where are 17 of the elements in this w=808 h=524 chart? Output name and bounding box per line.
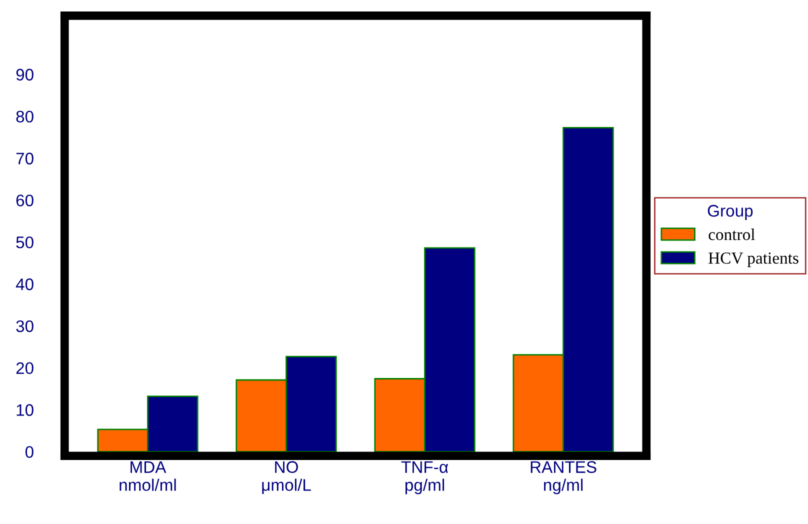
x-tick-label: MDA nmol/ml xyxy=(120,461,176,491)
legend-label: HCV patients xyxy=(708,252,798,268)
y-tick-label: 50 xyxy=(16,236,34,248)
y-tick-label: 30 xyxy=(16,320,34,332)
y-tick-label: 60 xyxy=(16,194,34,206)
y-tick-label: 70 xyxy=(16,152,34,164)
y-tick-label: 80 xyxy=(16,110,34,123)
legend-title: Group xyxy=(708,204,753,220)
x-tick-label: NO μmol/L xyxy=(262,461,311,494)
x-tick-label: TNF-α pg/ml xyxy=(401,461,448,494)
y-tick-label: 90 xyxy=(16,68,34,81)
y-tick-label: 40 xyxy=(16,278,34,290)
y-tick-label: 10 xyxy=(16,404,34,416)
y-tick-label: 20 xyxy=(16,362,34,374)
y-tick-label: 0 xyxy=(25,446,34,458)
x-tick-label: RANTES ng/ml xyxy=(530,461,596,494)
legend-label: control xyxy=(708,228,755,240)
